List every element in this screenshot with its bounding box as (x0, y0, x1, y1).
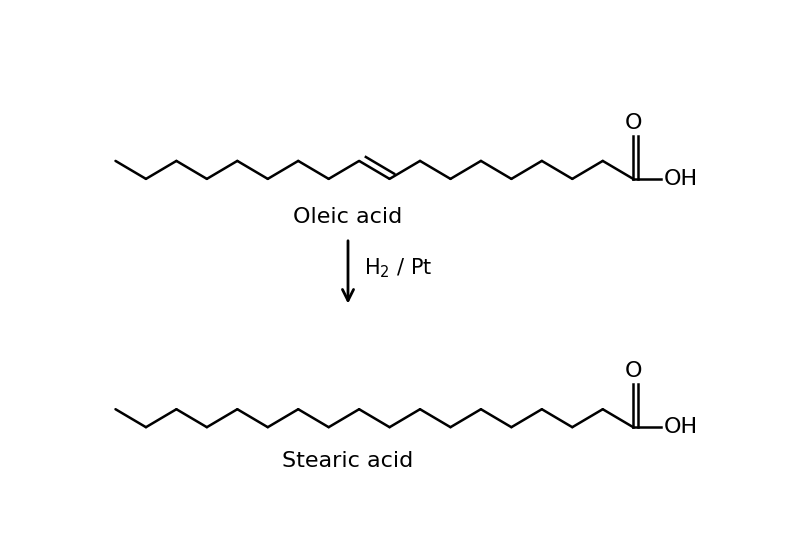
Text: H$_2$ / Pt: H$_2$ / Pt (363, 256, 432, 280)
Text: O: O (625, 113, 642, 133)
Text: OH: OH (663, 417, 698, 437)
Text: Stearic acid: Stearic acid (282, 450, 414, 470)
Text: O: O (625, 361, 642, 381)
Text: OH: OH (663, 169, 698, 189)
Text: Oleic acid: Oleic acid (294, 207, 402, 226)
